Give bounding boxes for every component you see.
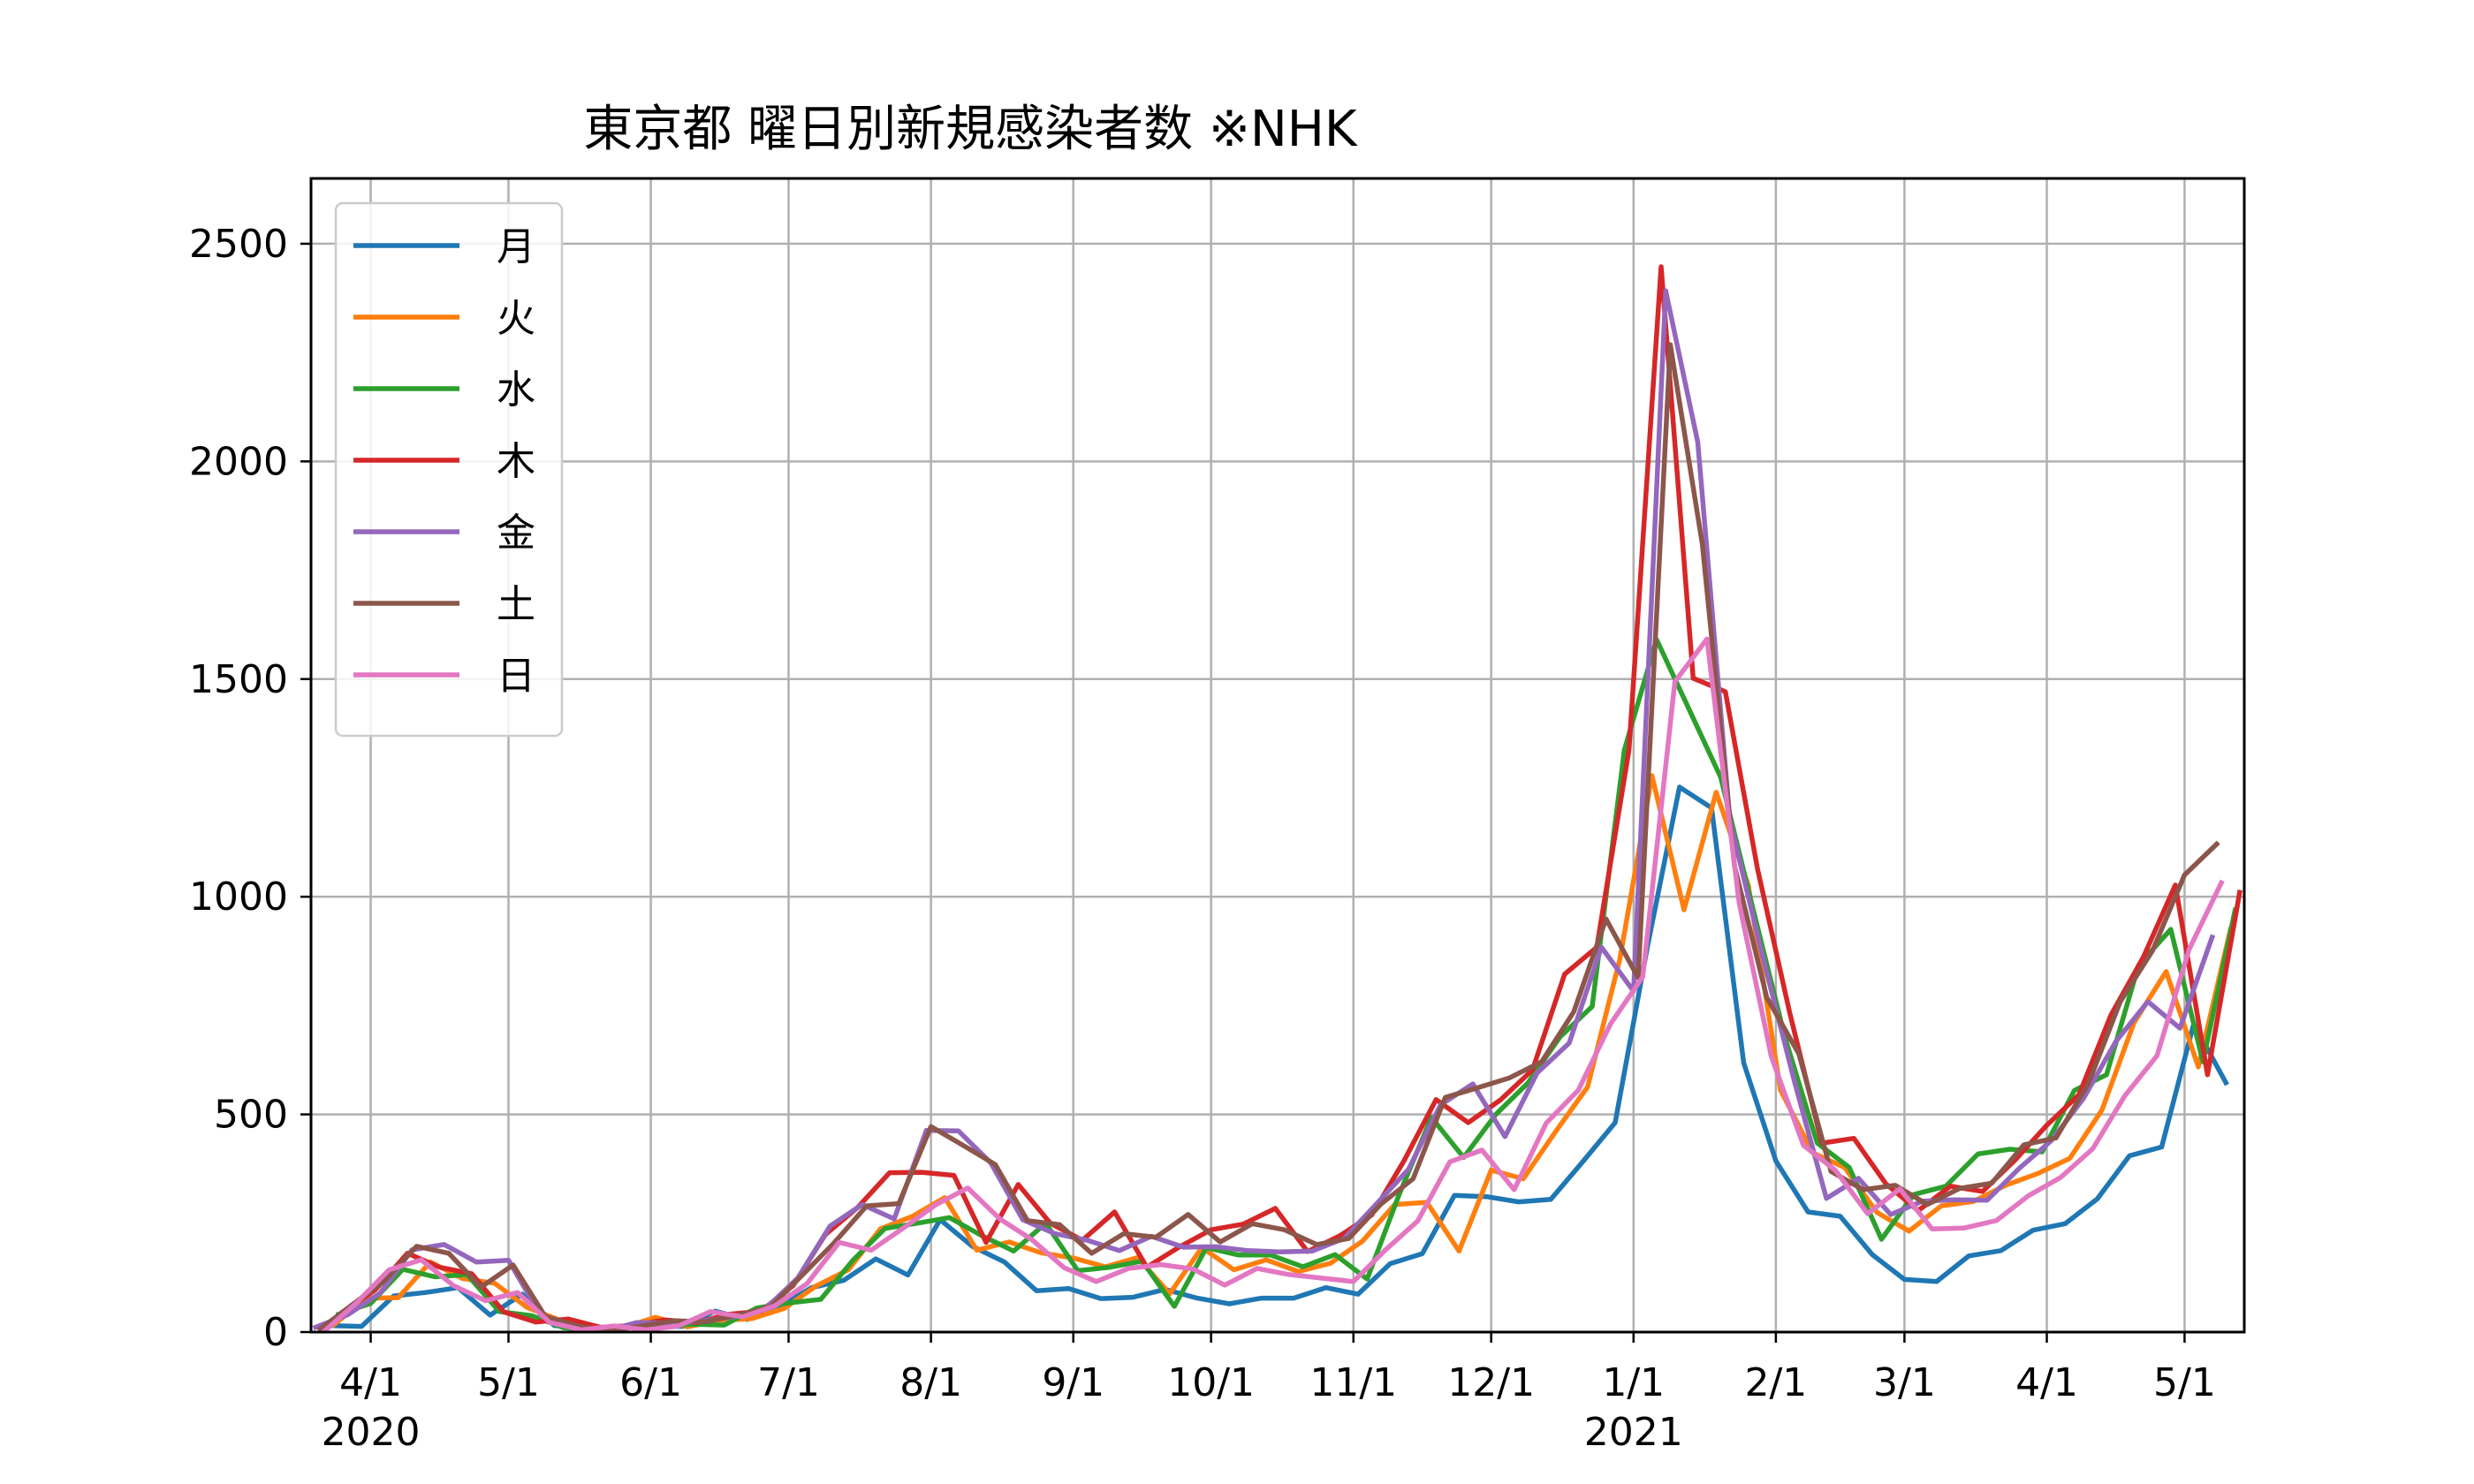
y-tick-label: 0	[263, 1310, 288, 1355]
x-tick-label: 8/1	[899, 1360, 962, 1405]
x-year-label: 2020	[322, 1410, 421, 1455]
legend-label: 土	[497, 582, 535, 627]
x-axis: 4/1 2020 5/1 6/1 7/1 8/1 9/1 10/1 11/1 12/1 1/1 202…	[322, 1332, 2216, 1455]
series-line-4	[312, 288, 2216, 1332]
x-year-label: 2021	[1584, 1410, 1683, 1455]
series-line-1	[330, 773, 2234, 1332]
legend-label: 月	[497, 224, 535, 269]
series-lines	[312, 264, 2243, 1332]
legend-label: 水	[497, 367, 535, 413]
x-tick-label: 1/1	[1602, 1360, 1665, 1405]
x-tick-label: 7/1	[757, 1360, 820, 1405]
x-tick-label: 6/1	[619, 1360, 682, 1405]
x-tick-label: 4/1	[339, 1360, 402, 1405]
chart-title: 東京都 曜日別新規感染者数 ※NHK	[583, 101, 1358, 158]
series-line-6	[321, 636, 2225, 1332]
x-tick-label: 5/1	[477, 1360, 540, 1405]
x-tick-label: 9/1	[1042, 1360, 1104, 1405]
x-tick-label: 12/1	[1447, 1360, 1535, 1405]
x-tick-label: 5/1	[2153, 1360, 2216, 1405]
legend-label: 日	[497, 654, 535, 699]
y-tick-label: 1500	[189, 657, 288, 702]
plot-frame	[309, 177, 2246, 1334]
legend-label: 金	[497, 511, 535, 556]
x-tick-label: 11/1	[1309, 1360, 1397, 1405]
y-axis: 0 500 1000 1500 2000 2500	[189, 222, 311, 1355]
x-tick-label: 4/1	[2015, 1360, 2078, 1405]
x-tick-label: 10/1	[1167, 1360, 1255, 1405]
legend-label: 火	[497, 296, 535, 341]
y-tick-label: 2500	[189, 222, 288, 267]
y-tick-label: 500	[214, 1093, 288, 1138]
legend-label: 木	[497, 439, 535, 484]
plot-area	[311, 178, 2244, 1332]
x-tick-label: 2/1	[1744, 1360, 1807, 1405]
x-tick-label: 3/1	[1873, 1360, 1936, 1405]
y-tick-label: 1000	[189, 874, 288, 920]
y-tick-label: 2000	[189, 439, 288, 484]
